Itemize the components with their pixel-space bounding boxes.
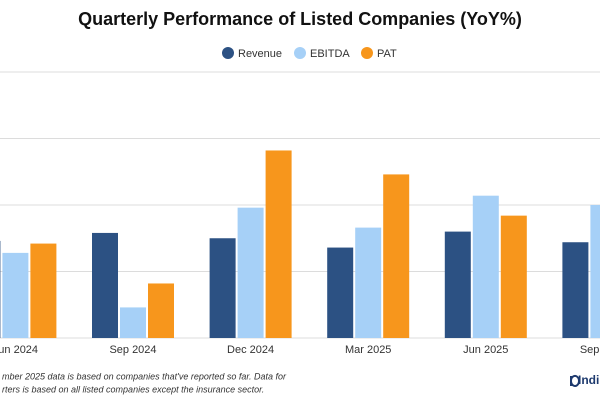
chart-title: Quarterly Performance of Listed Companie…	[78, 9, 522, 29]
bar	[590, 205, 600, 338]
bar	[30, 243, 57, 338]
x-tick-label: Sep 2024	[109, 344, 156, 356]
bar	[2, 252, 29, 338]
bar	[120, 307, 146, 338]
brand-logo	[570, 374, 580, 387]
legend-label: EBITDA	[310, 48, 350, 60]
bar	[237, 207, 264, 338]
x-tick-label: Jun 2025	[463, 344, 508, 356]
bar	[383, 174, 410, 338]
legend-marker	[361, 47, 373, 59]
bar	[209, 238, 236, 338]
bar	[562, 242, 589, 338]
legend-label: Revenue	[238, 48, 282, 60]
legend-label: PAT	[377, 48, 397, 60]
bar	[500, 215, 527, 338]
legend-marker	[294, 47, 306, 59]
footnote: rters is based on all listed companies e…	[2, 384, 264, 394]
brand-name: Indi	[578, 373, 599, 387]
bar	[92, 232, 118, 338]
bar	[444, 231, 471, 338]
x-tick-label: Sep 2025	[580, 344, 600, 356]
bar	[265, 150, 292, 338]
x-tick-label: Dec 2024	[227, 344, 274, 356]
x-tick-label: Jun 2024	[0, 344, 38, 356]
bar	[148, 283, 174, 338]
bar	[327, 247, 354, 338]
legend-marker	[222, 47, 234, 59]
footnote: mber 2025 data is based on companies tha…	[2, 371, 287, 381]
bar	[355, 227, 382, 338]
x-tick-label: Mar 2025	[345, 344, 391, 356]
bar	[472, 195, 499, 338]
